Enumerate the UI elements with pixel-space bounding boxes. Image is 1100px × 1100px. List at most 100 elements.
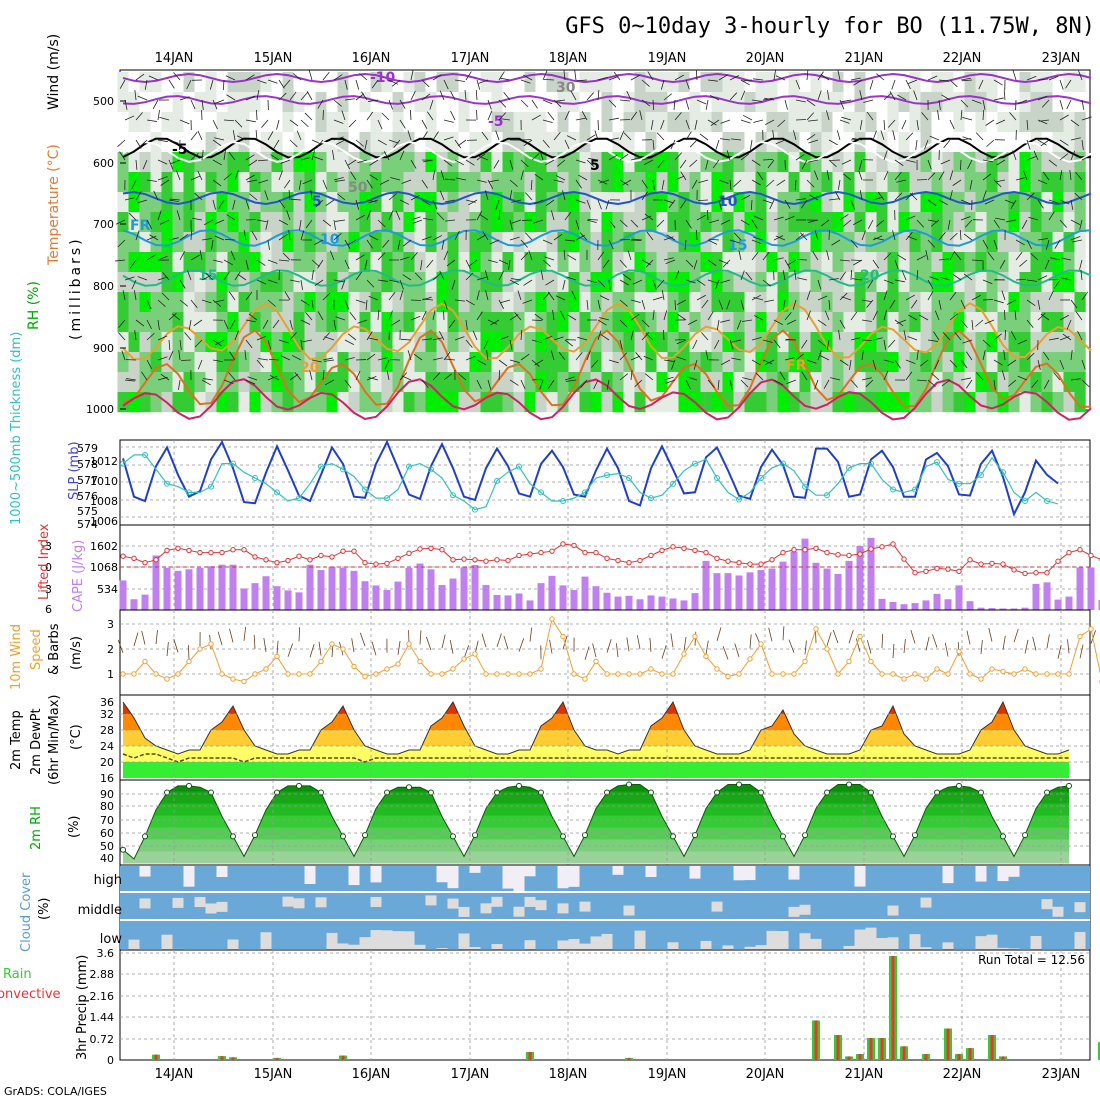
- wind-barb: [619, 373, 628, 381]
- wind-barb: [366, 279, 375, 288]
- rh-cell: [469, 252, 481, 273]
- label-temperature: Temperature (°C): [46, 144, 62, 266]
- wind-barb: [157, 110, 160, 121]
- rh-cell: [601, 352, 613, 373]
- wind-barb: [718, 199, 722, 210]
- rh-cell: [986, 312, 998, 333]
- wind-barb: [1075, 172, 1083, 181]
- li-marker: [538, 549, 544, 556]
- rh-cell: [216, 312, 228, 333]
- li-marker: [142, 559, 148, 566]
- y-tick-label: 1: [107, 668, 114, 681]
- rh-cell: [865, 312, 877, 333]
- low-cloud-gap: [777, 931, 789, 954]
- wind-barb: [1037, 238, 1048, 241]
- thickness-marker: [714, 474, 720, 481]
- wind-barb: [753, 315, 764, 321]
- rh-cell: [942, 72, 954, 93]
- thickness-marker: [186, 489, 192, 496]
- rh-cell: [788, 152, 800, 173]
- rh-cell: [282, 392, 294, 413]
- rh-cell: [458, 252, 470, 273]
- rh-cell: [766, 252, 778, 273]
- rh-cell: [854, 292, 866, 313]
- rh-cell: [931, 172, 943, 193]
- mid-cloud-gap: [216, 901, 228, 912]
- wind-barb: [300, 230, 305, 241]
- wind-barb: [693, 359, 698, 370]
- wind-barb: [662, 329, 665, 341]
- low-cloud-gap: [392, 931, 404, 954]
- wind-barb: [709, 95, 720, 101]
- cape-bar: [548, 575, 556, 610]
- wind-barb: [978, 79, 984, 90]
- rh-cell: [271, 72, 283, 93]
- wind-barb: [146, 179, 157, 182]
- rh-cell: [744, 152, 756, 173]
- rh-cell: [1063, 92, 1075, 113]
- thickness-marker: [868, 460, 874, 467]
- rh-cell: [315, 172, 327, 193]
- wind-barb: [806, 290, 811, 301]
- rh-cell: [183, 212, 195, 233]
- wind-barb: [115, 219, 126, 225]
- rh-cell: [524, 312, 536, 333]
- rh-cell: [458, 212, 470, 233]
- li-marker: [208, 549, 214, 556]
- wind-barb: [773, 319, 784, 326]
- rh-cell: [645, 112, 657, 133]
- wind-barb: [194, 339, 203, 348]
- rh-cell: [557, 132, 569, 153]
- wind-barb: [410, 70, 414, 81]
- surface-barb: [287, 643, 294, 657]
- wind-barb: [670, 139, 676, 150]
- rh-cell: [1063, 132, 1075, 153]
- wind-barb: [245, 74, 255, 81]
- rh-cell: [898, 92, 910, 113]
- wind-marker: [648, 666, 654, 672]
- rh-cell: [975, 232, 987, 253]
- rh-cell: [689, 92, 701, 113]
- rh-cell: [887, 212, 899, 233]
- wind-barb: [839, 99, 845, 110]
- rh-cell: [1052, 92, 1064, 113]
- wind-barb: [680, 199, 687, 209]
- rh-cell: [777, 72, 789, 93]
- wind-barb: [877, 191, 885, 201]
- y-tick-label: 800: [93, 280, 114, 293]
- surface-barb: [253, 634, 256, 649]
- wind-barb: [694, 119, 698, 130]
- wind-barb: [784, 199, 791, 209]
- rh-cell: [1041, 272, 1053, 293]
- rh-cell: [381, 352, 393, 373]
- wind-barb: [685, 131, 692, 141]
- wind-barb: [300, 92, 308, 101]
- wind-barb: [498, 336, 509, 341]
- contour-label: FR: [786, 358, 807, 374]
- wind-barb: [344, 239, 351, 249]
- rh-cell: [733, 392, 745, 413]
- wind-barb: [347, 333, 357, 341]
- rh-cell: [238, 272, 250, 293]
- rh-cell: [579, 392, 591, 413]
- rh-cell: [348, 372, 360, 393]
- wind-barb: [525, 192, 533, 201]
- li-marker: [714, 555, 720, 562]
- wind-barb: [137, 95, 148, 101]
- rh-cell: [986, 252, 998, 273]
- rh-cell: [931, 112, 943, 133]
- rh-cell: [645, 312, 657, 333]
- date-label-bottom: 16JAN: [352, 1067, 391, 1082]
- wind-barb: [795, 198, 806, 201]
- rh-cell: [436, 352, 448, 373]
- wind-barb: [850, 199, 855, 210]
- cape-bar: [911, 603, 919, 610]
- wind-barb: [1070, 150, 1076, 161]
- label-barbs: & Barbs: [47, 623, 62, 675]
- wind-barb: [146, 235, 157, 241]
- wind-barb: [800, 199, 808, 209]
- rh-cell: [326, 232, 338, 253]
- rh-cell: [161, 252, 173, 273]
- rh-cell: [766, 312, 778, 333]
- wind-barb: [146, 254, 156, 261]
